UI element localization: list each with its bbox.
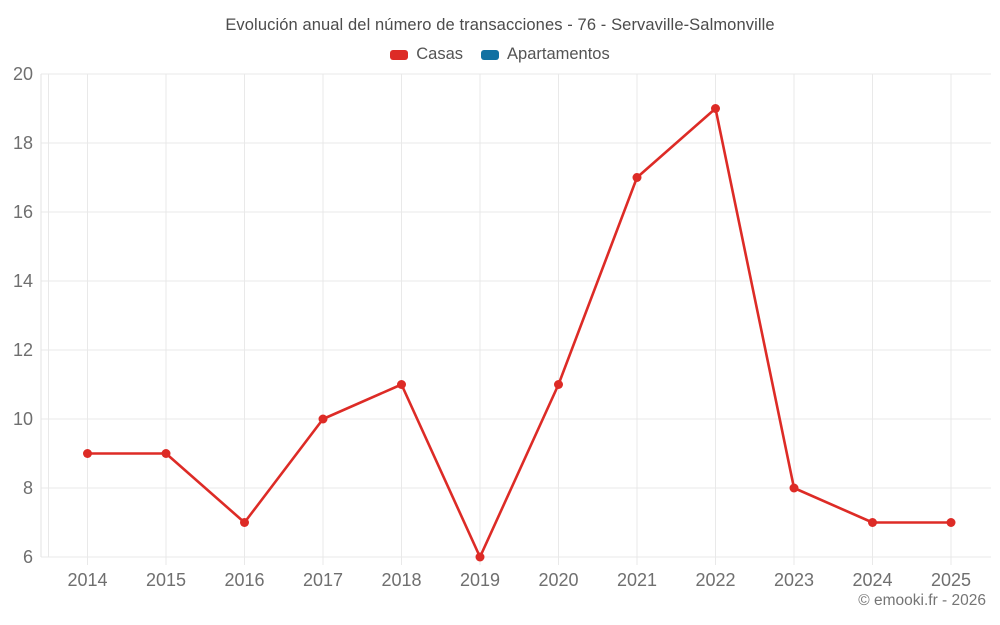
- credit-text: © emooki.fr - 2026: [858, 592, 986, 609]
- data-point-casas: [554, 380, 563, 389]
- data-point-casas: [789, 483, 799, 493]
- data-point-casas: [83, 449, 92, 458]
- data-point-casas: [397, 380, 406, 389]
- y-tick-label: 14: [13, 271, 33, 291]
- y-tick-label: 16: [13, 202, 33, 222]
- y-tick-label: 8: [23, 478, 33, 498]
- legend-label-casas: Casas: [416, 45, 464, 63]
- y-tick-label: 18: [13, 133, 33, 153]
- x-tick-label: 2025: [931, 570, 971, 590]
- x-tick-label: 2015: [146, 570, 186, 590]
- y-tick-label: 6: [23, 547, 33, 567]
- data-point-casas: [240, 518, 249, 527]
- legend-swatch-casas: [390, 49, 409, 60]
- x-tick-label: 2019: [460, 570, 500, 590]
- x-tick-label: 2014: [67, 570, 107, 590]
- chart-title: Evolución anual del número de transaccio…: [225, 16, 775, 34]
- y-tick-label: 12: [13, 340, 33, 360]
- data-point-casas: [318, 414, 328, 424]
- legend: Casas Apartamentos: [0, 45, 1000, 64]
- legend-swatch-apartamentos: [481, 49, 500, 60]
- x-tick-label: 2020: [538, 570, 578, 590]
- legend-label-apartamentos: Apartamentos: [507, 45, 610, 63]
- x-tick-label: 2018: [381, 570, 421, 590]
- legend-item-casas[interactable]: Casas: [390, 45, 463, 64]
- x-tick-label: 2021: [617, 570, 657, 590]
- x-tick-label: 2022: [695, 570, 735, 590]
- data-point-casas: [946, 518, 956, 527]
- legend-item-apartamentos[interactable]: Apartamentos: [481, 45, 610, 64]
- x-tick-label: 2024: [852, 570, 892, 590]
- y-tick-label: 20: [13, 64, 33, 84]
- data-point-casas: [711, 104, 720, 113]
- x-tick-label: 2017: [303, 570, 343, 590]
- x-tick-label: 2023: [774, 570, 814, 590]
- data-point-casas: [868, 518, 877, 527]
- y-tick-label: 10: [13, 409, 33, 429]
- data-point-casas: [161, 449, 171, 458]
- series-line-casas: [86, 107, 953, 559]
- x-tick-label: 2016: [224, 570, 264, 590]
- data-point-casas: [632, 173, 642, 182]
- data-point-casas: [475, 552, 485, 562]
